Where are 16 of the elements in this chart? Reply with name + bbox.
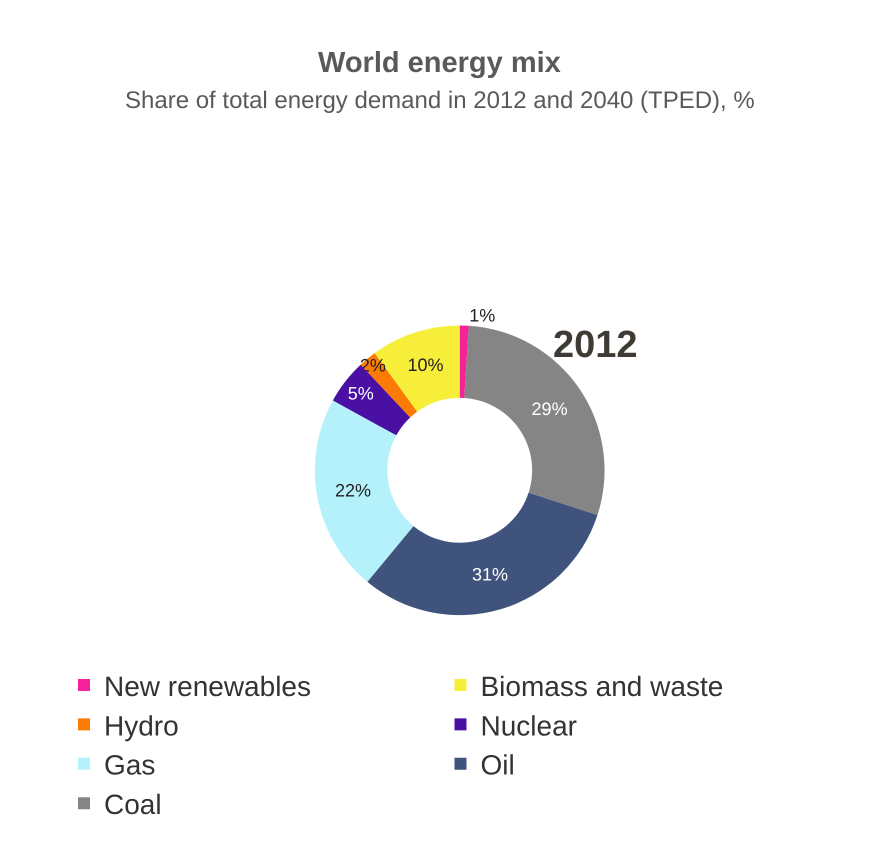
legend-label: Gas	[104, 750, 156, 781]
data-label: 10%	[408, 355, 444, 376]
data-label: 29%	[532, 399, 568, 420]
legend-label: Coal	[104, 789, 162, 820]
data-label: 22%	[334, 480, 372, 501]
legend-label: Hydro	[104, 710, 179, 742]
data-label: 31%	[472, 564, 508, 585]
legend-label: Oil	[480, 750, 515, 781]
data-label: 1%	[469, 306, 496, 326]
chart-title: World energy mix	[318, 47, 561, 79]
legend-label: Nuclear	[480, 710, 577, 742]
chart-subtitle: Share of total energy demand in 2012 and 2040 (TPED), %	[125, 87, 755, 114]
text: 2012	[553, 324, 638, 366]
legend-label: Biomass and waste	[480, 670, 724, 702]
legend-label: New renewables	[104, 670, 312, 702]
data-label: 5%	[348, 384, 374, 404]
